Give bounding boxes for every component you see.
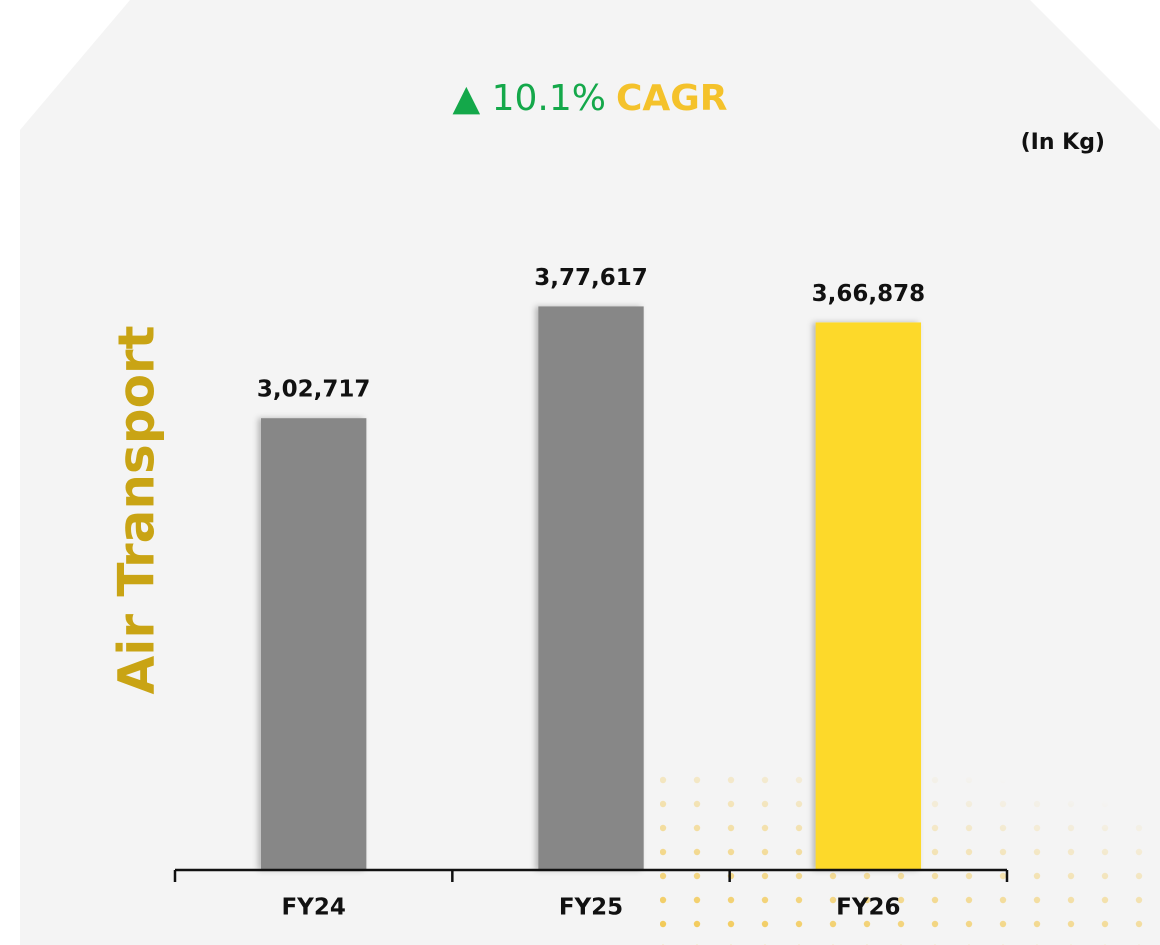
bar bbox=[260, 418, 367, 870]
cagr-value: ▲ 10.1% bbox=[452, 78, 606, 119]
cagr-label: CAGR bbox=[616, 78, 728, 119]
value-label: 3,77,617 bbox=[534, 265, 648, 291]
x-tick-label: FY26 bbox=[836, 895, 900, 921]
y-axis-label: Air Transport bbox=[108, 326, 166, 695]
bar bbox=[815, 322, 922, 870]
value-label: 3,02,717 bbox=[257, 377, 371, 403]
bar bbox=[538, 306, 644, 870]
value-label: 3,66,878 bbox=[812, 281, 926, 307]
plot: 3,02,717 FY24 3,77,617 FY25 3,66,878 FY26 bbox=[173, 265, 1009, 921]
chart-title: ▲ 10.1% CAGR bbox=[452, 78, 727, 119]
unit-label: (In Kg) bbox=[1021, 130, 1105, 155]
x-tick-label: FY24 bbox=[281, 895, 345, 921]
x-tick-label: FY25 bbox=[559, 895, 623, 921]
